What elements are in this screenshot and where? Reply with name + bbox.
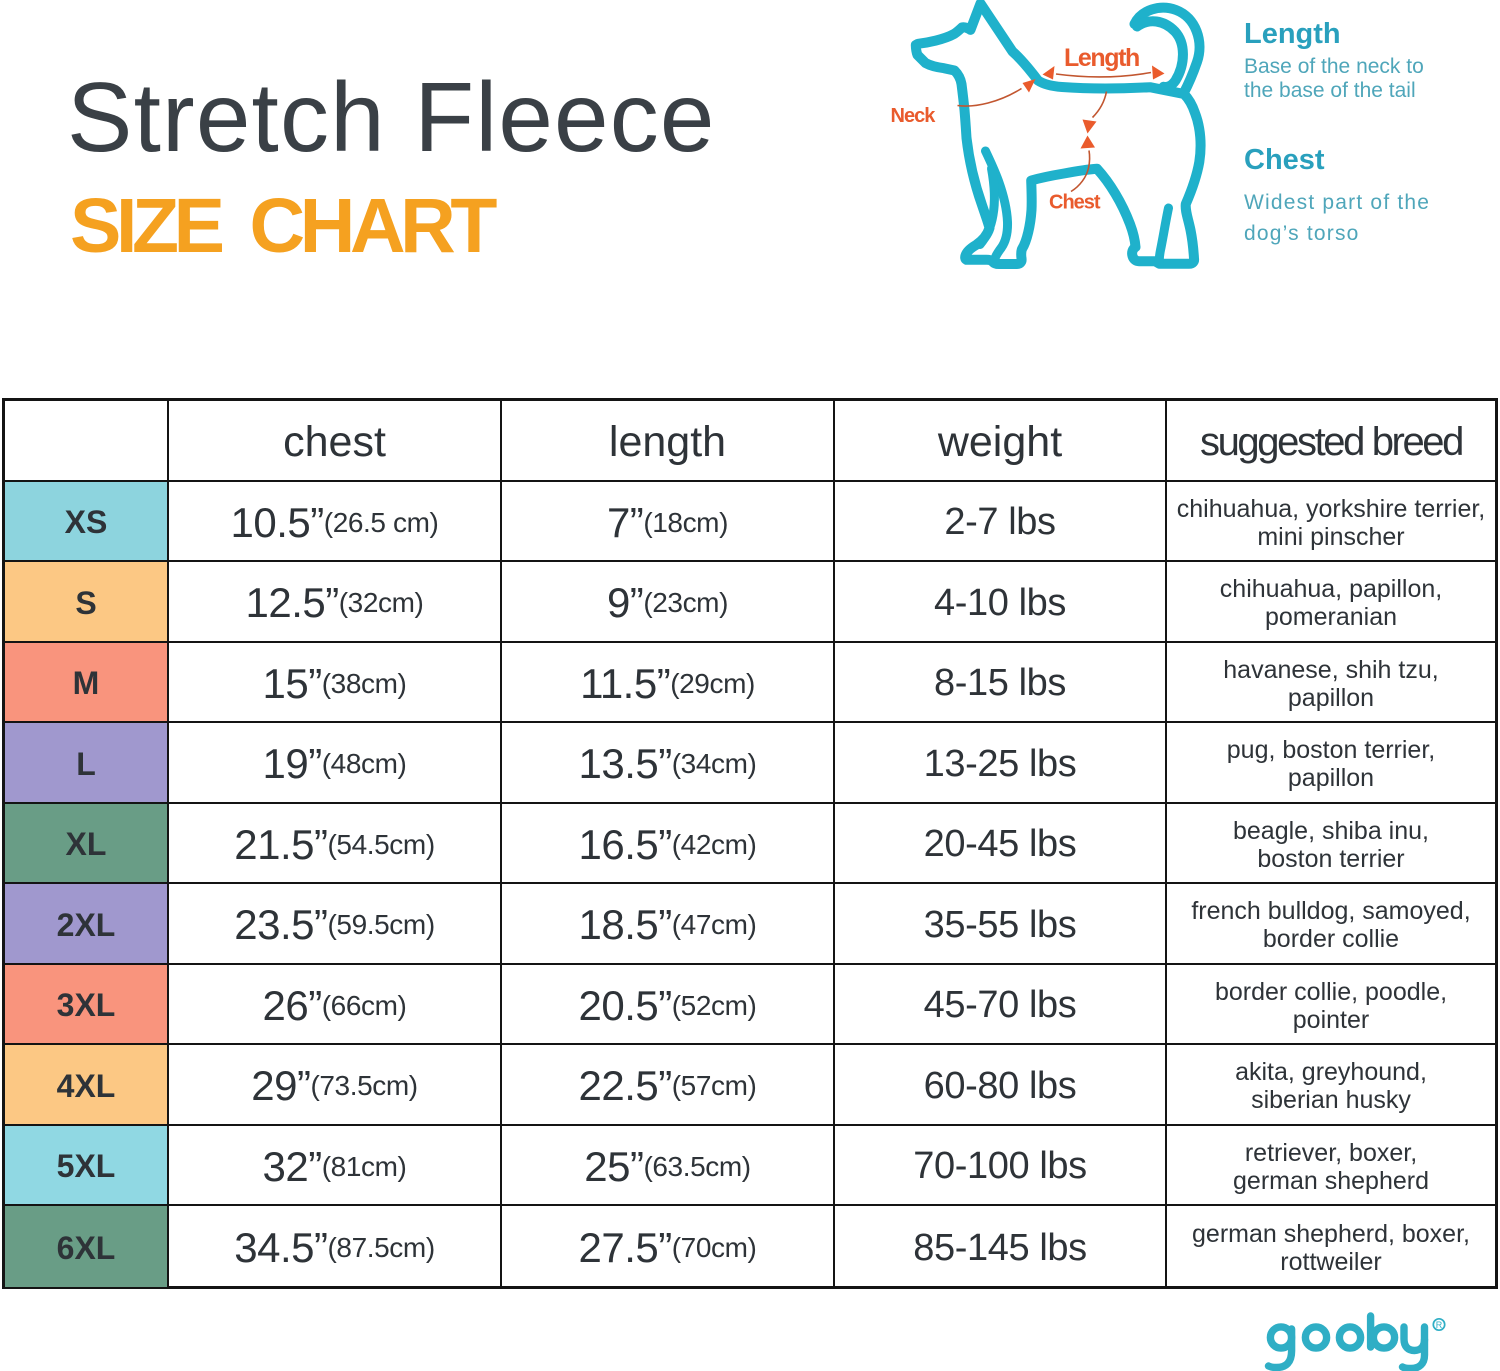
svg-text:Length: Length xyxy=(1064,44,1139,72)
svg-text:Neck: Neck xyxy=(891,105,937,127)
svg-text:Chest: Chest xyxy=(1049,192,1101,214)
svg-text:R: R xyxy=(1436,1320,1443,1330)
